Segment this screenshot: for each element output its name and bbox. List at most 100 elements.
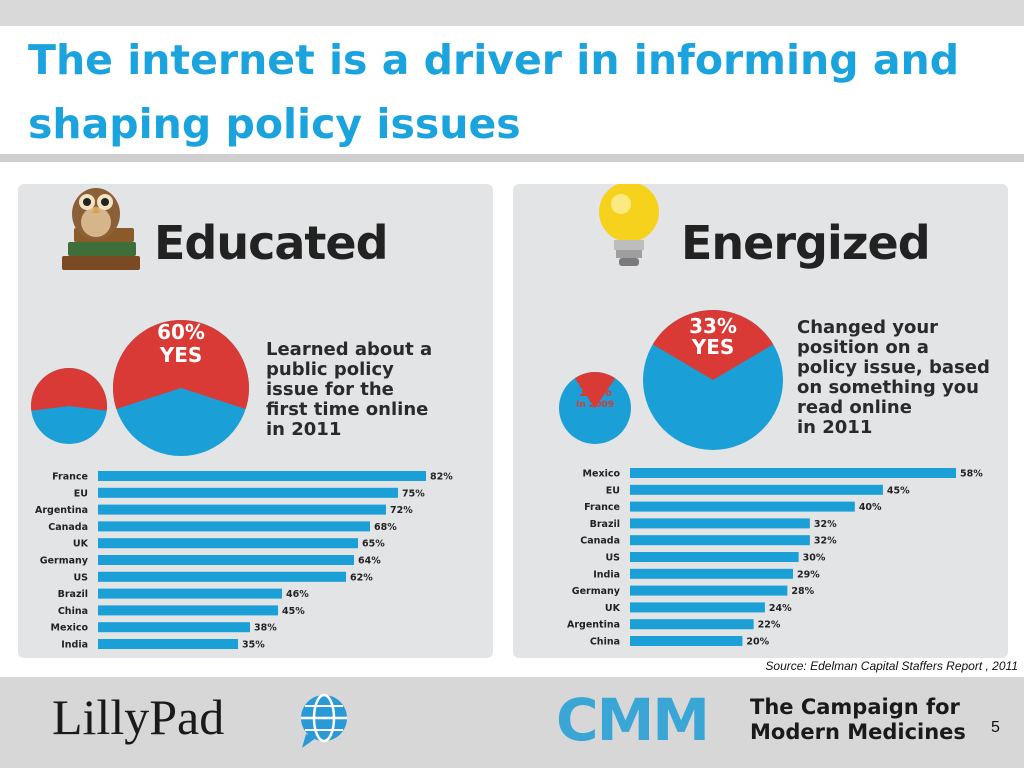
category-label: Brazil <box>58 589 88 600</box>
top-band <box>0 0 1024 26</box>
value-label: 30% <box>803 553 826 564</box>
educated-pie-yes: YES <box>159 343 203 367</box>
value-label: 22% <box>758 620 781 631</box>
category-label: UK <box>73 539 89 550</box>
category-label: Germany <box>40 556 89 567</box>
value-label: 20% <box>746 637 769 648</box>
value-label: 58% <box>960 469 983 480</box>
category-label: UK <box>605 603 621 614</box>
globe-icon <box>301 693 347 748</box>
footer-band <box>0 677 1024 768</box>
educated-small-pie-percent: 54% <box>52 377 86 393</box>
energized-2009-pie-yes-slice <box>574 372 616 408</box>
title-divider <box>0 154 1024 162</box>
light-bulb-icon <box>599 184 659 266</box>
value-label: 24% <box>769 603 792 614</box>
educated-panel: Educated 60% YES 54% In 2009 Learned abo… <box>18 184 493 658</box>
energized-pies: 33% YES 19% In 2009 <box>559 310 783 450</box>
value-label: 65% <box>362 539 385 550</box>
energized-panel: Energized 33% YES 19% In 2009 Changed yo… <box>513 184 1008 658</box>
category-label: Canada <box>580 536 620 547</box>
educated-heading: Educated <box>154 216 389 270</box>
category-label: Mexico <box>583 469 621 480</box>
bar-india <box>98 639 238 649</box>
energized-heading: Energized <box>681 216 931 270</box>
category-label: France <box>52 472 88 483</box>
category-label: India <box>593 569 620 580</box>
bar-india <box>630 568 793 579</box>
educated-description: Learned about a public policy issue for … <box>266 339 433 440</box>
educated-small-pie-year: In 2009 <box>50 393 88 403</box>
value-label: 45% <box>282 606 305 617</box>
energized-pie-yes: YES <box>691 335 735 359</box>
bar-us <box>630 552 799 562</box>
energized-pie-percent: 33% <box>689 314 737 338</box>
energized-small-pie-percent: 19% <box>578 384 612 400</box>
campaign-name: The Campaign for Modern Medicines <box>750 695 966 744</box>
bar-mexico <box>98 622 250 633</box>
value-label: 32% <box>814 519 837 530</box>
category-label: Argentina <box>567 620 620 631</box>
category-label: Canada <box>48 522 88 533</box>
value-label: 29% <box>797 569 820 580</box>
category-label: US <box>73 572 88 583</box>
bar-brazil <box>630 518 810 529</box>
educated-pies: 60% YES 54% In 2009 <box>31 320 250 456</box>
bar-mexico <box>630 468 956 478</box>
source-note: Source: Edelman Capital Staffers Report … <box>765 659 1018 673</box>
educated-2011-pie-yes-slice <box>113 320 250 410</box>
bar-france <box>630 501 855 512</box>
educated-pie-percent: 60% <box>157 320 205 344</box>
category-label: France <box>584 502 620 513</box>
category-label: Mexico <box>51 623 89 634</box>
bar-china <box>630 636 743 646</box>
bar-us <box>98 571 346 582</box>
bar-argentina <box>630 619 754 630</box>
value-label: 62% <box>350 572 373 583</box>
category-label: Germany <box>572 586 621 597</box>
value-label: 40% <box>859 502 882 513</box>
bar-canada <box>98 521 370 532</box>
category-label: EU <box>606 485 620 496</box>
energized-2011-pie-yes-slice <box>652 310 774 380</box>
value-label: 38% <box>254 623 277 634</box>
bar-germany <box>98 555 354 565</box>
bar-argentina <box>98 504 386 515</box>
value-label: 28% <box>791 586 814 597</box>
category-label: India <box>61 640 88 651</box>
bar-eu <box>630 484 883 495</box>
lillypad-logo: LillyPad <box>52 689 225 745</box>
slide-title: The internet is a driver in informing an… <box>28 36 960 148</box>
educated-bar-chart: France 82% EU 75% Argentina 72% Canada 68% UK 65%… <box>35 471 453 651</box>
value-label: 45% <box>887 485 910 496</box>
value-label: 32% <box>814 536 837 547</box>
bar-france <box>98 471 426 481</box>
value-label: 68% <box>374 522 397 533</box>
category-label: China <box>58 606 88 617</box>
bar-eu <box>98 487 398 498</box>
energized-bar-chart: Mexico 58% EU 45% France 40% Brazil 32% Canada 32… <box>567 468 983 648</box>
value-label: 82% <box>430 472 453 483</box>
bar-canada <box>630 535 810 546</box>
energized-small-pie-year: In 2009 <box>576 400 614 410</box>
value-label: 46% <box>286 589 309 600</box>
value-label: 75% <box>402 488 425 499</box>
bar-uk <box>98 538 358 549</box>
value-label: 72% <box>390 505 413 516</box>
category-label: Brazil <box>590 519 620 530</box>
bar-uk <box>630 602 765 613</box>
value-label: 64% <box>358 556 381 567</box>
educated-2009-pie-yes-slice <box>31 368 108 411</box>
bar-brazil <box>98 588 282 599</box>
owl-on-books-icon <box>62 188 140 270</box>
bar-germany <box>630 585 788 596</box>
page-number: 5 <box>991 719 1000 736</box>
energized-description: Changed your position on a policy issue,… <box>797 317 990 438</box>
value-label: 35% <box>242 640 265 651</box>
category-label: US <box>605 553 620 564</box>
category-label: Argentina <box>35 505 88 516</box>
category-label: EU <box>74 488 88 499</box>
category-label: China <box>590 637 620 648</box>
cmm-logo: CMM <box>556 686 710 754</box>
bar-china <box>98 605 278 616</box>
